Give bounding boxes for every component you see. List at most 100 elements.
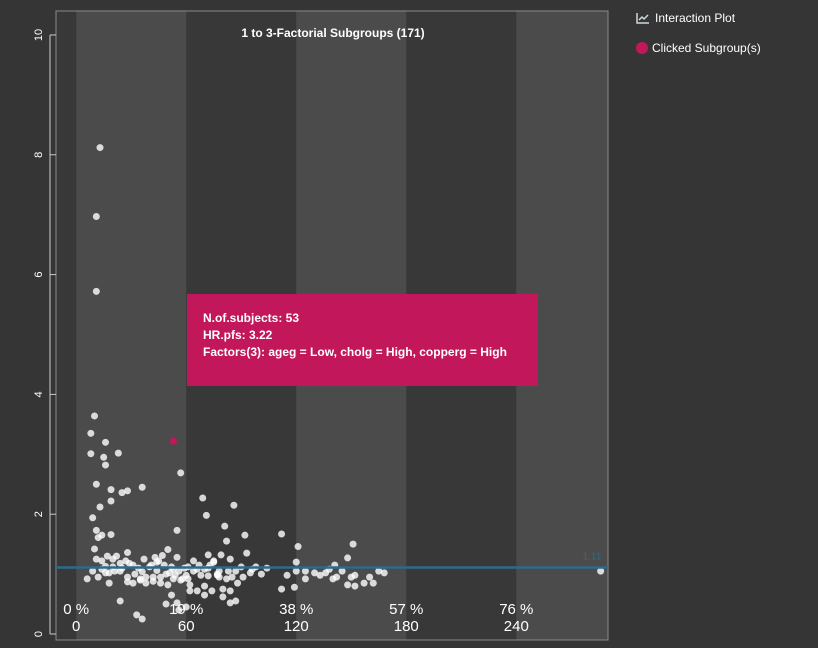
data-point (138, 483, 146, 491)
data-point (116, 567, 124, 575)
x-tick-label: 120 (284, 618, 309, 635)
data-point (344, 554, 352, 562)
data-point (366, 573, 374, 581)
percent-label: 76 % (499, 601, 533, 618)
legend-interaction-plot[interactable]: Interaction Plot (636, 11, 735, 25)
data-point (186, 587, 194, 595)
legend-clicked-subgroups[interactable]: Clicked Subgroup(s) (636, 41, 761, 55)
data-point (107, 497, 115, 505)
data-point (224, 567, 232, 575)
data-point (351, 582, 359, 590)
y-tick-label: 10 (33, 29, 45, 41)
data-point (349, 540, 357, 548)
percent-label: 0 % (63, 601, 89, 618)
x-tick-label: 180 (394, 618, 419, 635)
data-point (219, 585, 227, 593)
data-point (290, 583, 298, 591)
data-point (292, 558, 300, 566)
data-point (294, 543, 302, 551)
data-point (92, 480, 100, 488)
data-point (241, 531, 249, 539)
data-point (278, 585, 286, 593)
data-point (193, 587, 201, 595)
data-point (102, 569, 110, 577)
data-point (92, 212, 100, 220)
x-tick-label: 60 (178, 618, 195, 635)
data-point (217, 551, 225, 559)
data-point (133, 611, 141, 619)
data-point (329, 575, 337, 583)
data-point (208, 587, 216, 595)
data-point (597, 567, 605, 575)
clicked-subgroup-marker-icon (636, 42, 648, 54)
data-point (179, 575, 187, 583)
data-point (87, 450, 95, 458)
data-point (232, 597, 240, 605)
data-point (173, 553, 181, 561)
data-point (223, 575, 231, 583)
tooltip-factors: Factors(3): ageg = Low, cholg = High, co… (203, 345, 507, 359)
data-point (98, 531, 106, 539)
data-point (338, 567, 346, 575)
data-point (107, 531, 115, 539)
data-point (199, 494, 207, 502)
data-point (190, 557, 198, 565)
data-point (230, 501, 238, 509)
data-point (344, 581, 352, 589)
data-point (301, 567, 309, 575)
x-tick-label: 240 (504, 618, 529, 635)
data-point (239, 573, 247, 581)
y-tick-label: 6 (33, 272, 45, 278)
band (76, 11, 187, 640)
legend-clicked-subgroups-label: Clicked Subgroup(s) (652, 41, 761, 55)
data-point (202, 511, 210, 519)
data-point (109, 555, 117, 563)
data-point (142, 573, 150, 581)
data-point (124, 549, 132, 557)
data-point (204, 572, 212, 580)
data-point (380, 569, 388, 577)
data-point (122, 557, 130, 565)
tooltip-hr: HR.pfs: 3.22 (203, 328, 273, 342)
data-point (140, 555, 148, 563)
data-point (375, 567, 383, 575)
data-point (201, 591, 209, 599)
data-point (219, 593, 227, 601)
y-tick-label: 2 (33, 511, 45, 517)
data-point (347, 573, 355, 581)
data-point (197, 571, 205, 579)
data-point (164, 581, 172, 589)
data-point (124, 578, 132, 586)
data-point (360, 579, 368, 587)
y-tick-label: 0 (33, 631, 45, 637)
data-point (223, 537, 231, 545)
data-point (157, 579, 165, 587)
y-tick-label: 4 (33, 391, 45, 397)
data-point (94, 573, 102, 581)
data-point (100, 453, 108, 461)
percent-label: 38 % (279, 601, 313, 618)
data-point (114, 449, 122, 457)
legend-interaction-plot-label: Interaction Plot (655, 11, 736, 25)
data-point (283, 571, 291, 579)
data-point (215, 567, 223, 575)
data-point (158, 552, 166, 560)
percent-label: 57 % (389, 601, 423, 618)
data-point (162, 570, 170, 578)
data-point (116, 597, 124, 605)
data-point (311, 569, 319, 577)
data-point (129, 579, 137, 587)
data-point (228, 573, 236, 581)
data-point (201, 582, 209, 590)
highlighted-point (169, 437, 177, 445)
data-point (168, 591, 176, 599)
data-point (96, 144, 104, 152)
data-point (102, 461, 110, 469)
data-point (157, 573, 165, 581)
data-point (149, 577, 157, 585)
data-point (162, 600, 170, 608)
data-point (204, 551, 212, 559)
data-point (124, 487, 132, 495)
data-point (83, 575, 91, 583)
data-point (164, 546, 172, 554)
